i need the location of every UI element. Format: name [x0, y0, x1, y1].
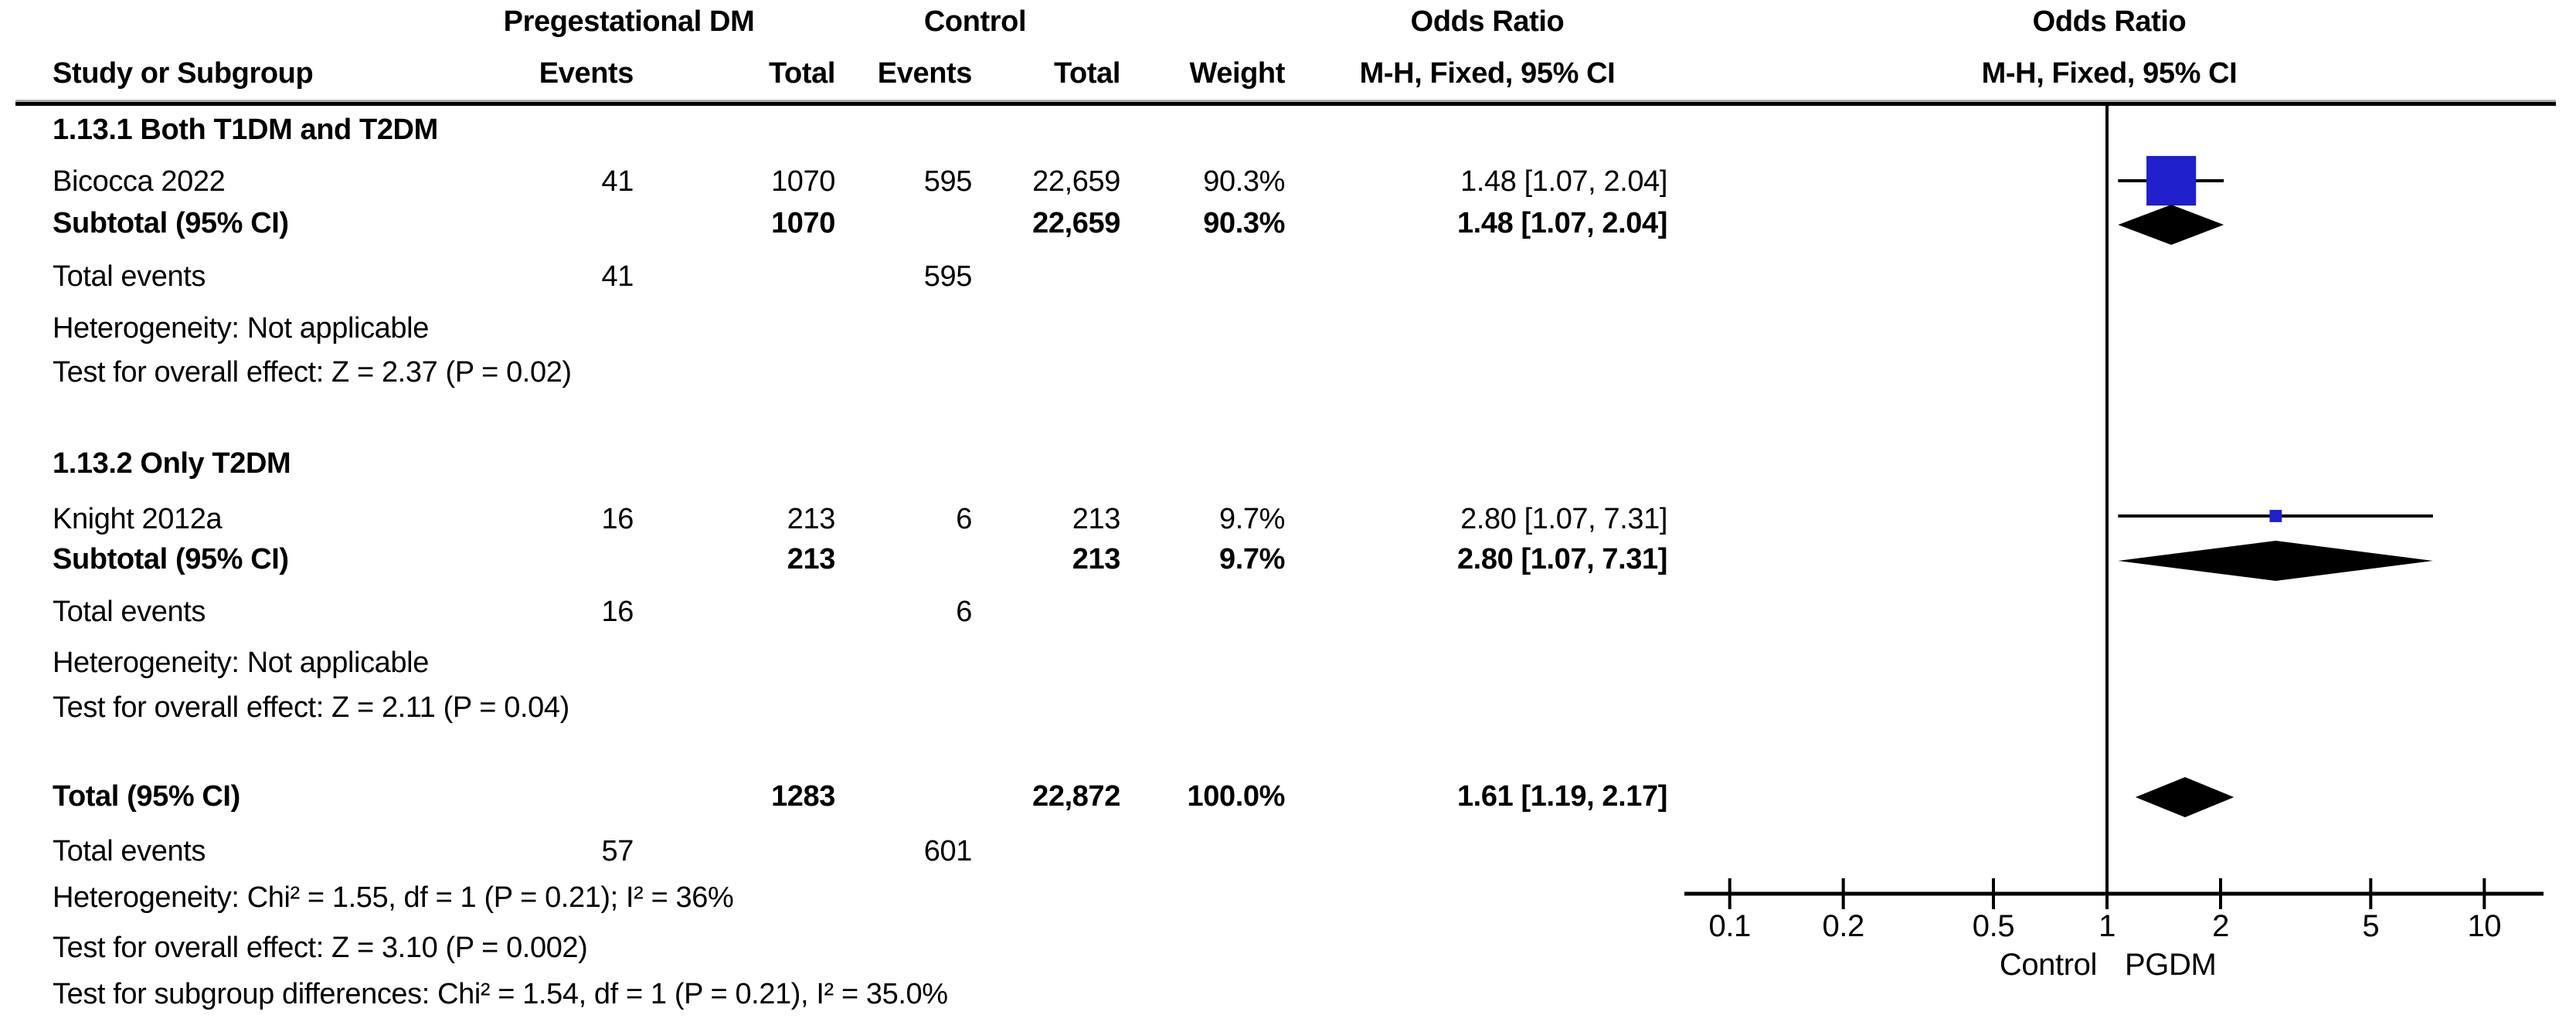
- study-events2: 6: [956, 503, 972, 535]
- plot-column-header-line1: Odds Ratio: [2032, 5, 2187, 38]
- subtotal-weight: 9.7%: [1218, 543, 1285, 575]
- or-square-marker: [2269, 510, 2282, 522]
- study-total2: 22,659: [1032, 165, 1120, 198]
- favours-left-label: Control: [2000, 948, 2097, 982]
- total-events1: 41: [601, 260, 634, 293]
- study-total1: 1070: [771, 165, 835, 198]
- study-column-header: Study or Subgroup: [53, 57, 314, 90]
- study-weight: 9.7%: [1218, 503, 1285, 535]
- grand-total-or-ci: 1.61 [1.19, 2.17]: [1456, 780, 1667, 813]
- study-total2: 213: [1072, 503, 1121, 535]
- experimental-group-header: Pregestational DM: [503, 5, 755, 38]
- subtotal-or-ci: 2.80 [1.07, 7.31]: [1456, 543, 1667, 575]
- grand-total-weight: 100.0%: [1187, 780, 1286, 813]
- pooled-diamond-marker: [2135, 777, 2234, 817]
- subgroup-differences-note: Test for subgroup differences: Chi² = 1.…: [53, 978, 948, 1010]
- total-events2: 6: [956, 596, 972, 628]
- total-events-label: Total events: [53, 260, 206, 293]
- study-or-ci: 2.80 [1.07, 7.31]: [1460, 503, 1667, 535]
- or-square-marker: [2146, 155, 2197, 206]
- subtotal-or-ci: 1.48 [1.07, 2.04]: [1456, 207, 1667, 239]
- total-events-label: Total events: [53, 596, 206, 628]
- total-events-label: Total events: [53, 835, 206, 867]
- study-events1: 16: [601, 503, 634, 535]
- study-events2: 595: [923, 165, 973, 198]
- subtotal-total1: 1070: [771, 207, 835, 239]
- header-rule: [15, 100, 2556, 106]
- subgroup-2-title: 1.13.2 Only T2DM: [53, 447, 291, 480]
- subtotal-label: Subtotal (95% CI): [53, 543, 289, 575]
- subtotal-weight: 90.3%: [1203, 207, 1285, 239]
- pooled-diamond-marker: [2118, 541, 2433, 581]
- x-axis-tick-label: 10: [2467, 909, 2501, 943]
- x-axis-tick-label: 0.5: [1973, 909, 2014, 943]
- grand-total-label: Total (95% CI): [53, 780, 240, 813]
- study-weight: 90.3%: [1203, 165, 1285, 198]
- subgroup-1-title: 1.13.1 Both T1DM and T2DM: [53, 114, 438, 146]
- experimental-events-header: Events: [539, 57, 634, 90]
- favours-right-label: PGDM: [2125, 948, 2216, 982]
- overall-effect-note: Test for overall effect: Z = 2.11 (P = 0…: [53, 691, 569, 724]
- control-group-header: Control: [923, 5, 1027, 38]
- total-events2: 601: [923, 835, 973, 867]
- subtotal-total2: 213: [1072, 543, 1121, 575]
- heterogeneity-note: Heterogeneity: Not applicable: [53, 312, 429, 345]
- study-total1: 213: [787, 503, 836, 535]
- total-events1: 16: [601, 596, 634, 628]
- grand-total-total2: 22,872: [1032, 780, 1120, 813]
- x-axis-tick-label: 1: [2099, 909, 2116, 943]
- study-name: Bicocca 2022: [53, 165, 226, 198]
- subtotal-label: Subtotal (95% CI): [53, 207, 289, 239]
- overall-effect-note: Test for overall effect: Z = 3.10 (P = 0…: [53, 932, 588, 964]
- control-total-header: Total: [1054, 57, 1120, 90]
- experimental-total-header: Total: [769, 57, 835, 90]
- or-column-header-line2: M-H, Fixed, 95% CI: [1359, 57, 1616, 90]
- control-events-header: Events: [877, 57, 973, 90]
- grand-total-total1: 1283: [771, 780, 835, 813]
- heterogeneity-note: Heterogeneity: Chi² = 1.55, df = 1 (P = …: [53, 881, 734, 914]
- total-events1: 57: [601, 835, 634, 867]
- overall-effect-note: Test for overall effect: Z = 2.37 (P = 0…: [53, 356, 572, 389]
- x-axis-tick-label: 5: [2362, 909, 2379, 943]
- x-axis-tick-label: 0.1: [1708, 909, 1750, 943]
- or-column-header-line1: Odds Ratio: [1410, 5, 1565, 38]
- x-axis-tick-label: 2: [2212, 909, 2229, 943]
- subtotal-total2: 22,659: [1032, 207, 1120, 239]
- x-axis-tick-label: 0.2: [1822, 909, 1864, 943]
- plot-column-header-line2: M-H, Fixed, 95% CI: [1981, 57, 2238, 90]
- study-name: Knight 2012a: [53, 503, 223, 535]
- total-events2: 595: [923, 260, 973, 293]
- weight-column-header: Weight: [1189, 57, 1285, 90]
- heterogeneity-note: Heterogeneity: Not applicable: [53, 647, 429, 679]
- study-or-ci: 1.48 [1.07, 2.04]: [1460, 165, 1667, 198]
- pooled-diamond-marker: [2118, 205, 2224, 245]
- study-events1: 41: [601, 165, 634, 198]
- subtotal-total1: 213: [787, 543, 836, 575]
